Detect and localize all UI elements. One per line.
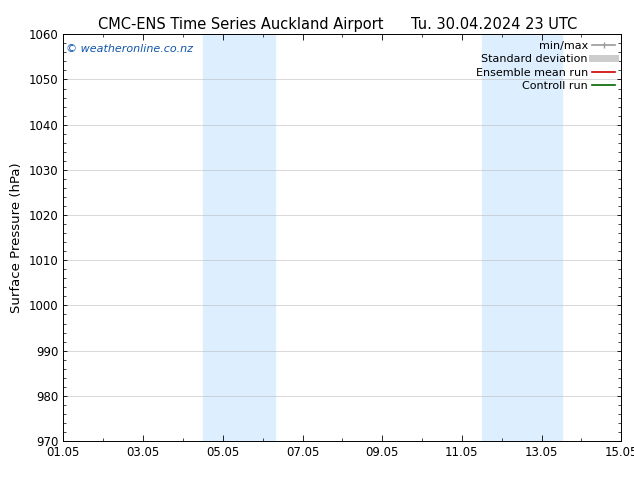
Text: CMC-ENS Time Series Auckland Airport: CMC-ENS Time Series Auckland Airport xyxy=(98,17,384,32)
Text: © weatheronline.co.nz: © weatheronline.co.nz xyxy=(66,45,193,54)
Bar xyxy=(482,34,562,441)
Y-axis label: Surface Pressure (hPa): Surface Pressure (hPa) xyxy=(10,162,23,313)
Text: Tu. 30.04.2024 23 UTC: Tu. 30.04.2024 23 UTC xyxy=(411,17,578,32)
Legend: min/max, Standard deviation, Ensemble mean run, Controll run: min/max, Standard deviation, Ensemble me… xyxy=(471,37,619,96)
Bar xyxy=(203,34,275,441)
